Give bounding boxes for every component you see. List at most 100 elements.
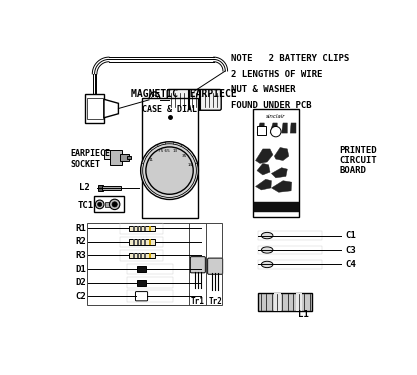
FancyBboxPatch shape — [208, 258, 223, 274]
Text: CASE & DIAL: CASE & DIAL — [142, 105, 197, 114]
Text: TC1: TC1 — [78, 201, 94, 210]
Bar — [85, 94, 104, 123]
Text: 11: 11 — [149, 158, 154, 162]
Circle shape — [110, 199, 120, 210]
Bar — [259, 231, 322, 240]
Polygon shape — [104, 99, 118, 118]
Text: D1: D1 — [75, 265, 86, 274]
Bar — [102, 186, 121, 190]
Text: 2 LENGTHS OF WIRE: 2 LENGTHS OF WIRE — [231, 69, 322, 78]
Text: C4: C4 — [345, 260, 356, 269]
Bar — [141, 253, 142, 258]
Bar — [127, 264, 173, 274]
Ellipse shape — [151, 95, 158, 105]
Circle shape — [112, 202, 117, 207]
Bar — [126, 156, 131, 159]
Polygon shape — [290, 123, 296, 133]
Circle shape — [95, 200, 104, 209]
Bar — [253, 108, 299, 217]
Circle shape — [143, 144, 196, 198]
Bar — [94, 196, 124, 213]
Bar — [274, 292, 281, 311]
Text: MAGNETIC  EARPIECE: MAGNETIC EARPIECE — [131, 89, 237, 99]
Bar — [133, 253, 135, 258]
Bar — [133, 226, 135, 231]
FancyBboxPatch shape — [136, 292, 148, 301]
Bar — [141, 226, 142, 231]
Bar — [128, 226, 155, 231]
Text: NOTE   2 BATTERY CLIPS: NOTE 2 BATTERY CLIPS — [231, 54, 349, 63]
Text: FOUND UNDER PCB: FOUND UNDER PCB — [231, 101, 311, 110]
Bar — [98, 185, 103, 191]
Circle shape — [146, 147, 193, 194]
Polygon shape — [257, 123, 264, 133]
Bar — [120, 237, 163, 247]
Text: NUT & WASHER: NUT & WASHER — [231, 86, 296, 94]
Bar — [138, 280, 146, 285]
Text: Tr1: Tr1 — [191, 297, 205, 306]
Bar — [144, 239, 146, 244]
Circle shape — [98, 202, 102, 206]
Polygon shape — [256, 149, 273, 164]
FancyBboxPatch shape — [190, 256, 205, 273]
Bar — [296, 292, 302, 311]
Bar — [257, 126, 266, 135]
Bar — [128, 253, 155, 258]
Text: L1: L1 — [298, 310, 309, 319]
Bar — [141, 98, 198, 218]
Bar — [141, 239, 142, 244]
Bar — [189, 223, 222, 305]
Text: sinclair: sinclair — [266, 114, 286, 119]
Bar — [127, 291, 173, 302]
Text: PRINTED
CIRCUIT
BOARD: PRINTED CIRCUIT BOARD — [339, 146, 377, 176]
Text: 13: 13 — [172, 148, 178, 153]
Bar — [144, 253, 146, 258]
Ellipse shape — [261, 247, 273, 253]
Bar — [128, 239, 155, 244]
Text: R3: R3 — [75, 251, 86, 260]
Bar — [111, 150, 122, 165]
Polygon shape — [257, 164, 270, 175]
Text: 14: 14 — [187, 163, 192, 167]
Ellipse shape — [261, 232, 273, 239]
Polygon shape — [254, 202, 299, 213]
Polygon shape — [271, 181, 291, 192]
Text: C3: C3 — [345, 246, 356, 255]
Text: L2: L2 — [80, 183, 90, 192]
Bar — [259, 246, 322, 254]
Bar — [133, 239, 135, 244]
Polygon shape — [271, 168, 287, 178]
Text: R1: R1 — [75, 224, 86, 233]
Bar — [106, 202, 110, 207]
Bar — [87, 224, 206, 305]
Bar — [259, 260, 322, 269]
Bar — [127, 278, 173, 288]
Ellipse shape — [149, 92, 160, 108]
Ellipse shape — [261, 261, 273, 268]
Text: D2: D2 — [75, 278, 86, 287]
Bar — [149, 226, 151, 231]
Bar — [137, 253, 139, 258]
Bar — [259, 292, 312, 311]
Text: 75 65: 75 65 — [158, 148, 170, 153]
Bar — [120, 223, 163, 234]
Bar — [120, 250, 163, 261]
Text: 35: 35 — [182, 154, 187, 158]
Text: Tr2: Tr2 — [208, 297, 222, 306]
FancyBboxPatch shape — [167, 90, 221, 110]
Text: C1: C1 — [345, 231, 356, 240]
Bar — [138, 266, 146, 272]
Bar — [144, 226, 146, 231]
Bar — [87, 98, 103, 118]
Polygon shape — [274, 147, 289, 160]
Circle shape — [271, 126, 281, 137]
Bar — [149, 253, 151, 258]
Polygon shape — [281, 123, 287, 133]
Polygon shape — [256, 179, 271, 190]
Text: R2: R2 — [75, 237, 86, 246]
Text: EARPIECE
SOCKET: EARPIECE SOCKET — [71, 149, 111, 169]
Bar — [104, 150, 111, 159]
Bar — [120, 154, 128, 160]
Bar — [149, 239, 151, 244]
Bar — [137, 239, 139, 244]
